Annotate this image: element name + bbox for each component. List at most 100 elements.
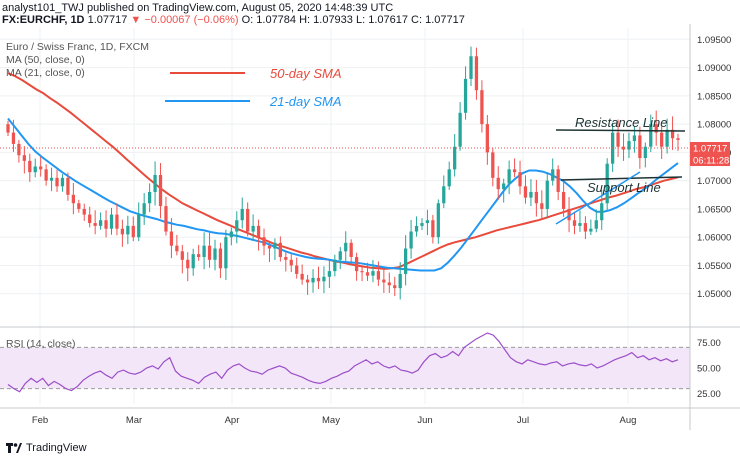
candle-body — [589, 228, 593, 232]
candle-body — [251, 225, 255, 232]
price-axis: 1.050001.055001.060001.065001.070001.075… — [697, 35, 731, 300]
candle-body — [458, 112, 462, 147]
candle-body — [284, 256, 288, 260]
rsi-axis: 25.00 50.00 75.00 — [697, 338, 721, 400]
candle-body — [11, 132, 16, 144]
candle-body — [578, 223, 582, 226]
candle-body — [670, 129, 675, 139]
candle-body — [409, 231, 413, 249]
last-price: 1.07717 — [87, 14, 128, 26]
candle-body — [273, 242, 277, 249]
rsi-tick-label: 50.00 — [697, 364, 721, 375]
rsi-tick-label: 75.00 — [697, 338, 721, 349]
candle-body — [71, 194, 75, 204]
candle-body — [197, 254, 201, 257]
candle-body — [643, 146, 647, 159]
brand-name: TradingView — [26, 442, 87, 454]
candle-body — [600, 203, 604, 221]
legend-ma21: MA (21, close, 0) — [6, 67, 85, 79]
tradingview-logo[interactable]: TradingView — [6, 442, 87, 454]
candle-body — [360, 271, 364, 273]
candle-body — [616, 132, 620, 147]
candle-body — [627, 141, 631, 150]
candle-body — [186, 259, 190, 269]
ma50-line — [7, 72, 679, 270]
candle-body — [502, 183, 506, 190]
candle-body — [349, 242, 353, 257]
candle-body — [463, 78, 468, 113]
tradingview-icon — [6, 443, 22, 453]
legend-ma50: MA (50, close, 0) — [6, 54, 85, 66]
candle-body — [354, 256, 359, 272]
candle-body — [153, 175, 157, 192]
sma21-annotation: 21-day SMA — [269, 94, 342, 109]
candle-body — [665, 129, 669, 147]
candle-body — [202, 245, 206, 257]
candle-body — [229, 231, 233, 238]
candle-body — [371, 271, 375, 276]
candle-body — [120, 228, 125, 235]
candle-body — [39, 166, 43, 170]
candle-body — [267, 245, 272, 249]
rsi-line — [7, 332, 679, 393]
support-trendline — [560, 176, 683, 181]
candle-body — [224, 237, 228, 269]
candle-body — [605, 163, 609, 204]
candle-body — [278, 242, 282, 257]
candle-body — [507, 169, 511, 184]
candle-body — [88, 214, 92, 224]
candle-body — [425, 220, 430, 224]
candle-body — [431, 220, 435, 238]
candle-body — [545, 180, 549, 209]
candle-body — [17, 143, 21, 156]
candle-body — [529, 191, 533, 198]
candle-body — [404, 248, 408, 274]
candle-body — [180, 251, 184, 260]
candle-body — [66, 177, 70, 195]
candle-body — [158, 175, 163, 207]
candle-body — [512, 169, 517, 173]
price-tick-label: 1.08000 — [697, 120, 731, 131]
candle-body — [523, 186, 528, 198]
candle-body — [49, 177, 54, 181]
rsi-band — [0, 347, 690, 389]
candle-body — [164, 206, 168, 232]
candle-body — [649, 124, 653, 147]
candle-body — [567, 208, 571, 221]
price-tick-label: 1.06500 — [697, 204, 731, 215]
candle-body — [344, 242, 348, 252]
sma50-annotation: 50-day SMA — [270, 66, 342, 81]
ascending-support-trendline — [555, 171, 641, 225]
price-change: ▼ −0.00067 (−0.06%) — [130, 14, 239, 26]
time-tick-label: Jun — [417, 415, 432, 426]
candle-body — [93, 223, 97, 226]
candle-body — [534, 191, 539, 204]
candle-body — [382, 279, 386, 283]
time-tag-bg — [690, 154, 730, 166]
candle-body — [327, 271, 332, 277]
resistance-annotation: Resistance Line — [575, 115, 668, 130]
candle-body — [218, 248, 223, 269]
candle-body — [126, 225, 130, 235]
candle-body — [33, 166, 37, 173]
chart-header: analyst101_TWJ published on TradingView.… — [2, 2, 465, 26]
candle-body — [169, 231, 174, 246]
candle-body — [322, 276, 326, 282]
candle-body — [594, 220, 598, 229]
candle-body — [115, 214, 119, 229]
candle-body — [447, 169, 451, 187]
candle-body — [365, 272, 370, 276]
candle-body — [6, 124, 10, 133]
candle-body — [28, 160, 32, 173]
candle-body — [621, 146, 626, 150]
time-tick-label: Apr — [225, 415, 240, 426]
candle-body — [109, 214, 114, 229]
candle-body — [311, 277, 315, 283]
candle-body — [387, 282, 391, 286]
candle-body — [393, 285, 397, 289]
candle-body — [175, 245, 179, 252]
time-axis: Feb Mar Apr May Jun Jul Aug — [32, 415, 637, 426]
candle-body — [654, 124, 658, 133]
candle-body — [22, 155, 26, 161]
